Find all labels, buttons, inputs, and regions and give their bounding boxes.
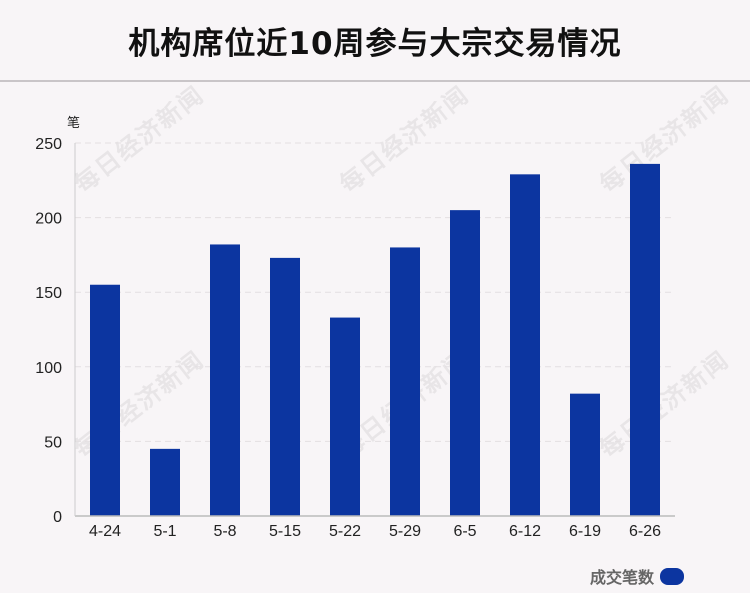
x-tick-label: 6-12	[509, 523, 541, 540]
bar-6-19	[570, 393, 600, 516]
y-tick-label: 50	[44, 434, 62, 451]
title-divider	[0, 80, 750, 82]
x-tick-label: 4-24	[89, 523, 121, 540]
bar-5-8	[210, 244, 240, 516]
bar-5-15	[270, 257, 300, 516]
bar-5-1	[150, 448, 180, 516]
y-tick-label: 100	[35, 360, 62, 377]
bar-6-26	[630, 163, 660, 516]
chart-title: 机构席位近10周参与大宗交易情况	[128, 26, 622, 62]
y-tick-label: 200	[35, 211, 62, 228]
x-tick-label: 6-5	[453, 523, 476, 540]
bar-4-24	[90, 284, 120, 516]
y-tick-labels: 0 50 100 150 200 250	[35, 136, 62, 526]
x-tick-labels: 4-24 5-1 5-8 5-15 5-22 5-29 6-5 6-12 6-19 6-26	[89, 523, 661, 540]
x-tick-label: 5-15	[269, 523, 301, 540]
x-tick-label: 5-1	[153, 523, 176, 540]
x-tick-label: 5-8	[213, 523, 236, 540]
legend-label: 成交笔数	[589, 568, 654, 587]
y-tick-label: 150	[35, 285, 62, 302]
legend-swatch	[660, 567, 684, 585]
y-tick-label: 250	[35, 136, 62, 153]
legend: 成交笔数	[590, 564, 684, 588]
y-tick-label: 0	[53, 509, 62, 526]
bar-5-29	[390, 247, 420, 516]
bar-5-22	[330, 317, 360, 516]
bar-6-5	[450, 210, 480, 516]
bars	[90, 163, 660, 516]
y-axis-unit: 笔	[67, 116, 81, 131]
x-tick-label: 5-29	[389, 523, 421, 540]
bar-6-12	[510, 174, 540, 516]
x-tick-label: 6-19	[569, 523, 601, 540]
x-tick-label: 5-22	[329, 523, 361, 540]
x-tick-label: 6-26	[629, 523, 661, 540]
